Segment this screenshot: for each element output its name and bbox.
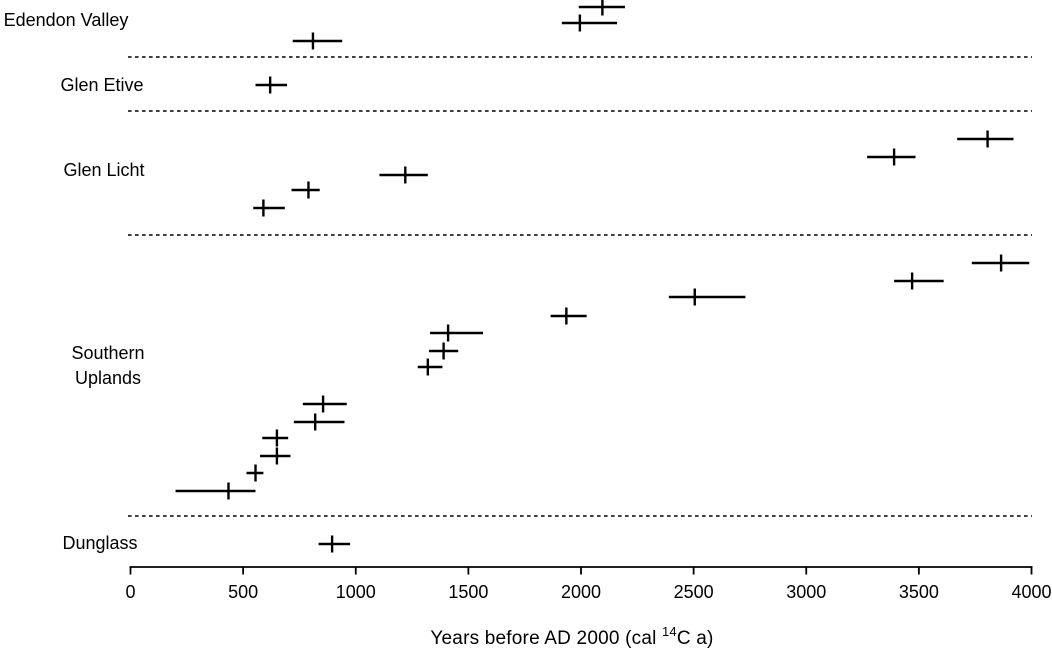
site-label-glen-licht: Glen Licht: [63, 160, 144, 180]
date-point: [260, 447, 291, 465]
date-point: [417, 358, 443, 376]
date-point: [292, 32, 343, 50]
date-point: [255, 76, 288, 94]
site-label-southern-uplands: Uplands: [75, 368, 141, 388]
x-axis-title-suffix: C a): [676, 628, 714, 649]
date-point: [318, 535, 351, 553]
date-point: [253, 199, 285, 217]
date-point: [561, 14, 618, 32]
site-label-edendon-valley: Edendon Valley: [4, 10, 129, 30]
x-tick-label: 3500: [899, 582, 939, 602]
x-tick-label: 4000: [1011, 582, 1051, 602]
date-point: [894, 272, 944, 290]
date-point: [291, 181, 320, 199]
x-tick-label: 500: [228, 582, 258, 602]
date-point: [578, 0, 625, 16]
x-tick-label: 2000: [561, 582, 601, 602]
x-tick-label: 0: [125, 582, 135, 602]
x-axis-title-superscript: 14: [662, 623, 677, 639]
date-point: [302, 395, 347, 413]
x-axis-title-prefix: Years before AD 2000 (cal: [430, 628, 662, 649]
date-point: [957, 130, 1014, 148]
date-point: [262, 429, 289, 447]
date-point: [668, 288, 746, 306]
x-tick-label: 2500: [674, 582, 714, 602]
date-point: [971, 254, 1030, 272]
x-tick-label: 1500: [448, 582, 488, 602]
x-axis-title: Years before AD 2000 (cal 14C a): [141, 625, 1003, 650]
date-point: [550, 307, 587, 325]
date-point: [867, 148, 916, 166]
date-point: [430, 324, 484, 342]
date-point: [428, 342, 459, 360]
site-label-glen-etive: Glen Etive: [60, 75, 143, 95]
date-point: [379, 166, 428, 184]
date-point: [246, 464, 264, 482]
date-point: [293, 413, 345, 431]
date-point: [175, 482, 256, 500]
x-tick-label: 1000: [336, 582, 376, 602]
x-tick-label: 3000: [786, 582, 826, 602]
site-label-southern-uplands: Southern: [71, 343, 144, 363]
site-label-dunglass: Dunglass: [62, 533, 137, 553]
